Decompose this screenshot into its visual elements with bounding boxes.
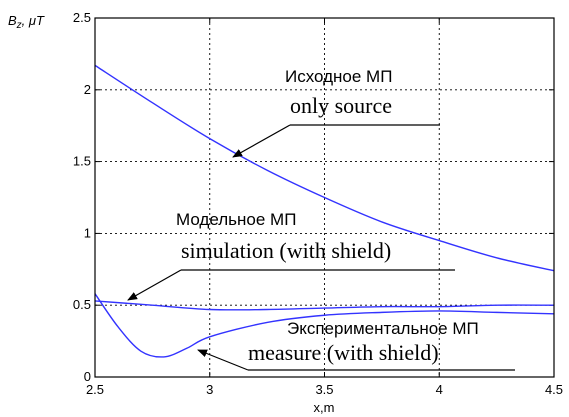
annotation-simulation-en: simulation (with shield) <box>181 238 391 263</box>
annotation-simulation-ru: Модельное МП <box>176 210 296 229</box>
x-tick-label: 2.5 <box>86 382 104 397</box>
y-tick-label: 2.5 <box>73 10 91 25</box>
annotation-measure-arrow <box>197 349 249 371</box>
x-tick-label: 4 <box>436 382 443 397</box>
x-axis-label: x,m <box>314 400 335 415</box>
series-layer <box>94 64 555 358</box>
y-tick-label: 1 <box>84 225 91 240</box>
annotation-source-en: only source <box>290 93 392 118</box>
x-tick-label: 3 <box>206 382 213 397</box>
tick-labels: 2.5 3 3.5 4 4.5 0 0.5 1 1.5 2 2.5 <box>73 10 563 397</box>
series-simulation <box>94 300 555 311</box>
y-tick-label: 2 <box>84 82 91 97</box>
annotation-source-arrow <box>232 124 291 158</box>
y-axis-label: Bz, μT <box>8 13 45 31</box>
annotation-simulation-arrow <box>127 269 182 301</box>
y-tick-label: 1.5 <box>73 154 91 169</box>
annotation-source-ru: Исходное МП <box>285 67 392 86</box>
series-only-source <box>94 64 555 272</box>
x-tick-label: 4.5 <box>545 382 563 397</box>
y-tick-label: 0 <box>84 369 91 384</box>
series-measure <box>94 293 555 358</box>
y-tick-label: 0.5 <box>73 297 91 312</box>
plot-frame <box>94 17 555 378</box>
x-tick-label: 3.5 <box>315 382 333 397</box>
annotation-measure-en: measure (with shield) <box>248 340 439 365</box>
annotation-measure-ru: Экспериментальное МП <box>287 319 479 338</box>
